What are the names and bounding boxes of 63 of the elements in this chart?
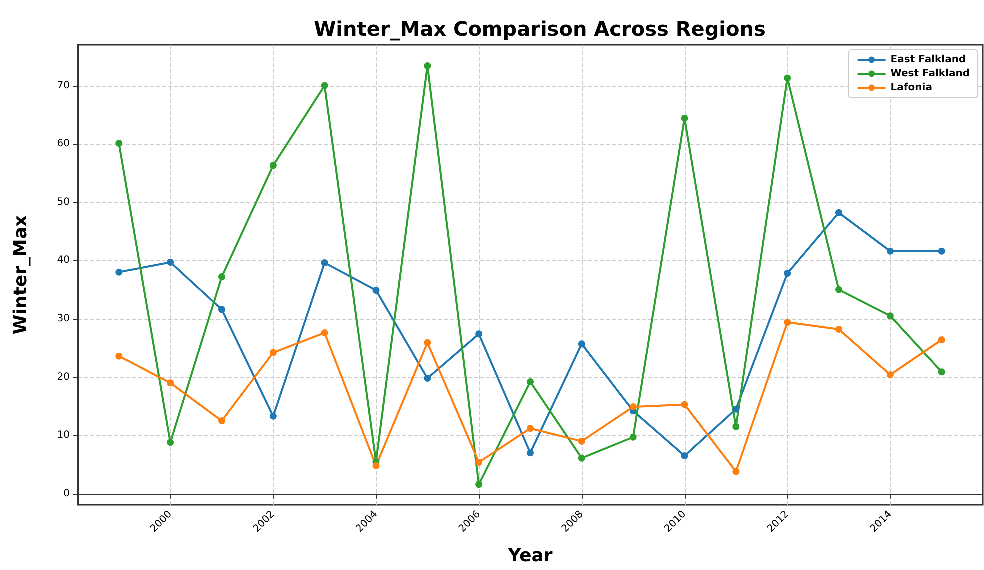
point xyxy=(784,270,792,278)
point xyxy=(630,404,637,411)
y-tick-label: 70 xyxy=(57,80,70,92)
point xyxy=(218,274,226,281)
y-tick-label: 20 xyxy=(57,372,70,383)
point xyxy=(732,423,740,430)
point xyxy=(681,452,688,460)
point xyxy=(270,162,277,170)
point xyxy=(476,330,483,338)
point xyxy=(372,286,380,294)
point xyxy=(270,412,277,420)
point xyxy=(218,418,226,425)
point xyxy=(732,468,740,476)
point xyxy=(836,286,843,294)
point xyxy=(167,380,174,387)
point xyxy=(372,462,380,470)
legend-label: East Falkland xyxy=(890,54,966,66)
legend-label: West Falkland xyxy=(890,68,970,80)
y-tick-label: 10 xyxy=(57,430,70,442)
point xyxy=(116,268,123,276)
point xyxy=(218,306,226,314)
point xyxy=(784,74,792,82)
point xyxy=(167,439,174,446)
y-tick-label: 60 xyxy=(57,138,70,150)
point xyxy=(476,481,483,488)
point xyxy=(167,258,174,266)
point xyxy=(476,458,483,466)
point xyxy=(886,312,894,320)
y-tick-label: 50 xyxy=(57,196,70,208)
point xyxy=(424,374,432,382)
point xyxy=(527,425,534,432)
point xyxy=(424,62,432,70)
point xyxy=(886,248,894,255)
y-tick-label: 30 xyxy=(57,314,70,325)
point xyxy=(321,82,328,90)
point xyxy=(270,349,277,356)
point xyxy=(836,326,843,334)
y-tick-label: 0 xyxy=(64,488,70,500)
point xyxy=(784,319,792,326)
point xyxy=(938,336,946,344)
point xyxy=(681,114,688,122)
point xyxy=(732,406,740,413)
point xyxy=(424,339,432,346)
y-axis-title: Winter_Max xyxy=(10,215,32,335)
point xyxy=(321,330,328,337)
chart-title: Winter_Max Comparison Across Regions xyxy=(314,17,766,41)
point xyxy=(578,340,586,348)
point xyxy=(938,248,946,255)
point xyxy=(527,450,534,457)
y-tick-label: 40 xyxy=(57,255,70,266)
legend-label: Lafonia xyxy=(890,82,932,94)
point xyxy=(116,352,123,360)
point xyxy=(527,378,534,386)
point xyxy=(578,438,586,445)
point xyxy=(116,140,123,148)
point xyxy=(938,368,946,376)
point xyxy=(886,371,894,378)
x-axis-title: Year xyxy=(507,546,553,566)
point xyxy=(578,454,586,462)
point xyxy=(681,401,688,408)
point xyxy=(630,434,637,441)
point xyxy=(321,260,328,267)
point xyxy=(836,209,843,216)
